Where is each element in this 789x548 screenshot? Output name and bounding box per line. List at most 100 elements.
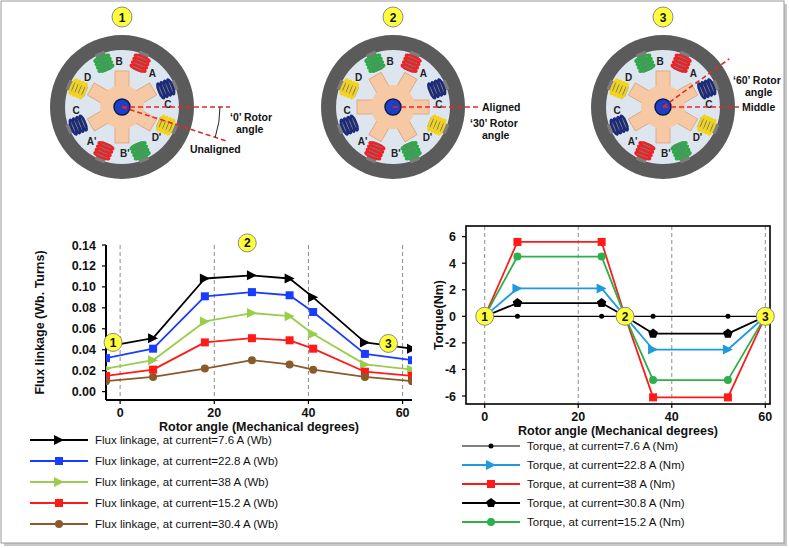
reference-line — [122, 106, 230, 108]
y-tick-label: 6 — [449, 230, 456, 244]
data-point — [649, 393, 657, 401]
annotation-label: 2 — [622, 310, 629, 324]
data-point — [407, 344, 412, 354]
x-tick — [578, 404, 579, 408]
coil-turn — [134, 53, 150, 62]
data-point — [361, 350, 369, 358]
x-tick — [765, 404, 766, 408]
x-axis — [106, 399, 412, 401]
x-tick-label: 60 — [396, 406, 410, 420]
data-point — [361, 373, 369, 381]
coil-turn — [68, 79, 77, 95]
coil-turn — [94, 53, 110, 62]
number-badge — [653, 7, 673, 27]
x-tick — [484, 404, 485, 408]
data-point — [248, 288, 256, 296]
coil-turn — [166, 119, 175, 135]
data-point — [247, 270, 257, 280]
coil-turn — [675, 53, 691, 62]
legend-label: Torque, at current=15.2 A (Nm) — [527, 516, 685, 528]
annotation-label: 3 — [762, 310, 769, 324]
grid-line — [120, 245, 121, 400]
annotation-badge — [756, 307, 774, 325]
annotation-badge — [476, 307, 494, 325]
diagram-label: ‘30’ Rotor — [470, 117, 518, 129]
legend-marker — [487, 518, 495, 526]
coil-turn — [437, 119, 446, 135]
y-tick — [462, 342, 466, 343]
x-tick — [214, 400, 215, 404]
series-line — [106, 275, 412, 348]
coil-label: A — [690, 68, 697, 79]
coil-label: C — [72, 105, 79, 116]
coil-turn — [405, 151, 421, 160]
data-point — [149, 345, 157, 353]
coil-turn — [437, 79, 446, 95]
data-point — [597, 298, 607, 307]
y-tick-label: 0.02 — [72, 364, 96, 378]
data-point — [286, 360, 294, 368]
data-point — [512, 283, 522, 293]
y-tick-label: 0.04 — [72, 343, 96, 357]
data-point — [598, 253, 606, 261]
legend-marker — [55, 520, 63, 528]
coil-label: D' — [693, 132, 703, 143]
coil-turn — [675, 151, 691, 160]
x-tick-label: 60 — [758, 410, 772, 424]
y-tick-label: 0.14 — [72, 239, 96, 253]
data-point — [724, 376, 732, 384]
coil-label: D' — [423, 132, 433, 143]
legend-label: Torque, at current=22.8 A (Nm) — [527, 459, 685, 471]
coil-label: B — [387, 56, 394, 67]
x-tick-label: 40 — [665, 410, 679, 424]
data-point — [106, 377, 110, 385]
y-tick — [462, 289, 466, 290]
y-tick-label: -6 — [445, 390, 456, 404]
stator-pole — [130, 140, 152, 165]
y-tick — [102, 370, 106, 371]
series-line — [106, 292, 412, 360]
diagram-label: angle — [482, 129, 510, 141]
legend-marker — [54, 435, 64, 445]
coil-label: A — [149, 68, 156, 79]
chart: 0.000.020.040.060.080.100.120.140204060R… — [33, 234, 417, 434]
coil-label: B' — [391, 148, 401, 159]
data-point — [599, 314, 604, 319]
y-tick-label: 0.08 — [72, 301, 96, 315]
number-badge — [383, 7, 403, 27]
data-point — [308, 329, 318, 339]
y-tick — [102, 307, 106, 308]
y-tick — [102, 349, 106, 350]
series-line — [106, 338, 412, 376]
frame — [1, 1, 784, 543]
y-axis-title: Torque(Nm) — [432, 280, 446, 350]
coil-label: C — [343, 105, 350, 116]
stator-pole — [426, 77, 451, 99]
data-point — [513, 253, 521, 261]
data-point — [247, 308, 257, 318]
coil-turn — [365, 151, 381, 160]
rotor-line — [122, 107, 229, 142]
stator-pole — [155, 77, 180, 99]
legend-label: Flux linkage, at current=22.8 A (Wb) — [95, 455, 278, 467]
coil-label: A' — [358, 136, 368, 147]
number-label: 3 — [660, 11, 667, 25]
number-label: 1 — [119, 11, 126, 25]
y-axis-title: Flux linkage (Wb. Turns) — [33, 250, 47, 394]
coil-label: C — [705, 99, 712, 110]
coil-turn — [339, 119, 348, 135]
stator-pole — [335, 115, 360, 137]
annotation-label: 3 — [385, 337, 392, 351]
annotation-badge — [104, 333, 122, 351]
data-point — [200, 274, 210, 284]
y-tick — [102, 328, 106, 329]
legend-label: Flux linkage, at current=30.4 A (Wb) — [95, 518, 278, 530]
data-point — [106, 354, 110, 362]
y-tick — [102, 286, 106, 287]
annotation-label: 2 — [244, 236, 251, 250]
data-point — [201, 338, 209, 346]
coil-label: D — [355, 72, 362, 83]
coil-label: B' — [120, 148, 130, 159]
stator-pole — [633, 49, 655, 74]
diagram-label: angle — [745, 86, 773, 98]
